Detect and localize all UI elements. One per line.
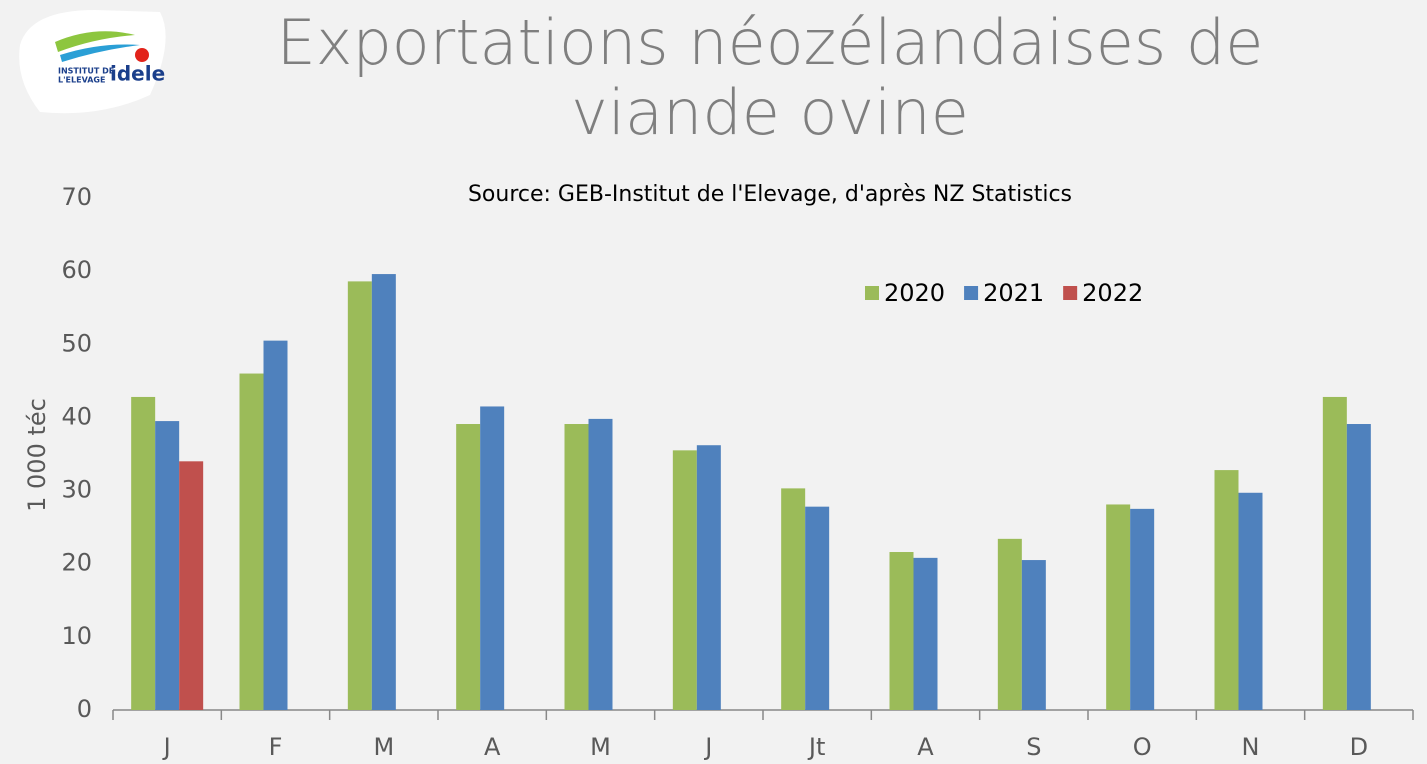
- y-tick-label: 40: [61, 402, 92, 430]
- legend-swatch: [964, 286, 979, 300]
- x-tick-label: A: [917, 733, 934, 761]
- bar: [564, 424, 589, 710]
- x-tick-label: O: [1133, 733, 1152, 761]
- bar: [696, 445, 721, 710]
- x-tick-label: N: [1242, 733, 1260, 761]
- y-tick-label: 10: [61, 622, 92, 650]
- logo-swoosh: [60, 44, 140, 62]
- bar: [1106, 504, 1131, 710]
- y-tick-label: 30: [61, 476, 92, 504]
- bar: [239, 373, 264, 710]
- y-tick-label: 50: [61, 329, 92, 357]
- y-tick-label: 20: [61, 549, 92, 577]
- bar: [1322, 396, 1347, 710]
- bar: [889, 552, 914, 710]
- x-tick-label: D: [1350, 733, 1368, 761]
- bar: [1130, 508, 1155, 710]
- x-tick-label: M: [590, 733, 611, 761]
- logo-dot: [135, 48, 149, 62]
- logo-text: INSTITUT DE: [58, 67, 114, 76]
- y-tick-label: 60: [61, 256, 92, 284]
- bar: [155, 421, 180, 710]
- bar: [1021, 560, 1046, 710]
- y-axis-label: 1 000 téc: [23, 398, 51, 512]
- legend-swatch: [865, 286, 879, 300]
- legend-label: 2021: [983, 279, 1044, 307]
- chart-title: Exportations néozélandaises de viande ov…: [276, 6, 1264, 149]
- bar: [179, 461, 204, 710]
- x-tick-label: J: [703, 733, 712, 761]
- logo-brand: idele: [110, 62, 165, 86]
- bar: [456, 424, 481, 710]
- logo-badge: [19, 10, 166, 114]
- chart-subtitle: Source: GEB-Institut de l'Elevage, d'apr…: [468, 182, 1072, 207]
- bar: [480, 406, 505, 710]
- bar: [781, 488, 806, 710]
- bar: [347, 281, 372, 710]
- bar: [913, 557, 938, 710]
- bar: [131, 396, 156, 710]
- legend-label: 2020: [884, 279, 945, 307]
- bar: [672, 450, 697, 710]
- bar: [1346, 424, 1371, 710]
- bar: [1238, 492, 1263, 710]
- x-tick-label: Jt: [807, 733, 826, 761]
- x-tick-label: F: [269, 733, 283, 761]
- x-tick-label: M: [373, 733, 394, 761]
- bar: [371, 274, 396, 710]
- logo-text: L'ELEVAGE: [58, 76, 105, 85]
- y-tick-label: 70: [61, 183, 92, 211]
- x-tick-label: S: [1026, 733, 1041, 761]
- bar: [263, 340, 288, 710]
- legend-swatch: [1063, 286, 1078, 300]
- logo: INSTITUT DE L'ELEVAGE idele: [19, 10, 166, 114]
- bar: [997, 538, 1022, 710]
- bar: [588, 418, 613, 710]
- bar: [805, 506, 830, 710]
- bar: [1214, 470, 1239, 710]
- legend-label: 2022: [1082, 279, 1143, 307]
- x-tick-label: A: [484, 733, 501, 761]
- y-tick-label: 0: [77, 695, 92, 723]
- x-tick-label: J: [162, 733, 171, 761]
- logo-swoosh: [55, 31, 135, 52]
